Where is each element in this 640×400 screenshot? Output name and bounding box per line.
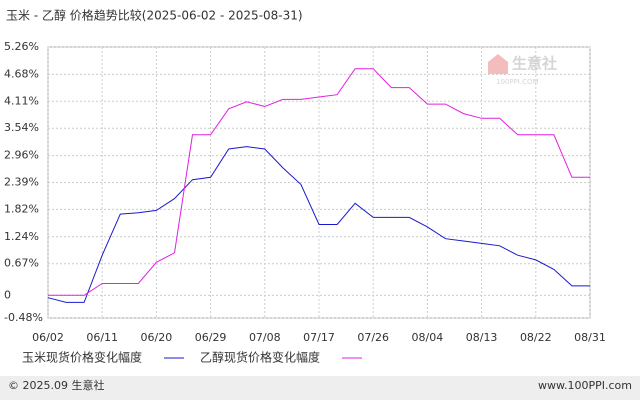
x-tick-label: 07/08 <box>249 331 281 344</box>
x-tick-label: 08/13 <box>466 331 498 344</box>
watermark: 生意社 <box>512 55 557 73</box>
y-tick-label: 4.68% <box>4 67 39 80</box>
watermark-group: 生意社 100PPI.COM <box>488 54 557 86</box>
y-tick-label: 1.24% <box>4 230 39 243</box>
footer-bar <box>0 376 640 400</box>
x-tick-label: 06/20 <box>141 331 173 344</box>
y-tick-label: 5.26% <box>4 40 39 53</box>
y-tick-label: 3.54% <box>4 121 39 134</box>
footer-left: © 2025.09 生意社 <box>8 378 104 392</box>
series-line <box>48 68 590 296</box>
x-tick-label: 06/02 <box>32 331 64 344</box>
watermark-logo <box>488 54 508 74</box>
x-tick-label: 06/29 <box>195 331 227 344</box>
x-tick-label: 08/22 <box>520 331 552 344</box>
legend-label: 乙醇现货价格变化幅度 <box>200 350 320 365</box>
y-tick-label: 2.39% <box>4 176 39 189</box>
x-tick-label: 06/11 <box>86 331 118 344</box>
y-tick-label: 4.11% <box>4 94 39 107</box>
series-line <box>47 146 590 303</box>
legend-label: 玉米现货价格变化幅度 <box>22 350 142 365</box>
x-tick-label: 08/04 <box>412 331 444 344</box>
footer-right: www.100PPI.com <box>538 379 632 392</box>
y-tick-label: 1.82% <box>4 202 39 215</box>
x-tick-label: 07/17 <box>303 331 335 344</box>
x-tick-label: 08/31 <box>574 331 606 344</box>
y-tick-label: 2.96% <box>4 149 39 162</box>
chart-title: 玉米 - 乙醇 价格趋势比较(2025-06-02 - 2025-08-31) <box>6 8 303 23</box>
watermark-sub: 100PPI.COM <box>496 78 539 86</box>
y-tick-label: -0.48% <box>4 311 43 324</box>
x-tick-label: 07/26 <box>357 331 389 344</box>
y-tick-label: 0 <box>4 288 11 301</box>
y-tick-label: 0.67% <box>4 257 39 270</box>
